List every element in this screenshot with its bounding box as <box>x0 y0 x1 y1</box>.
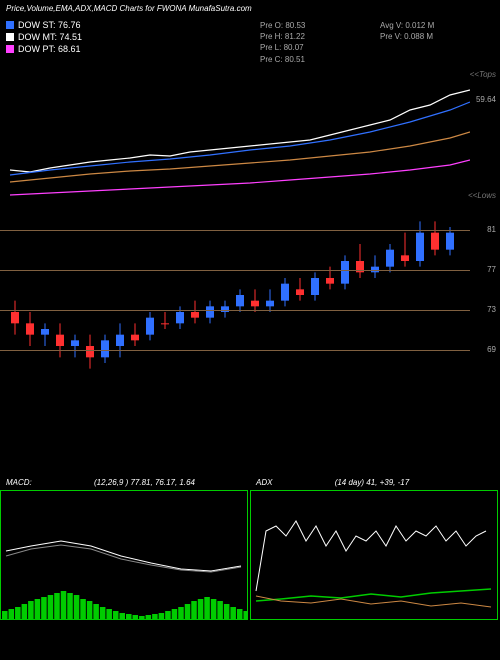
legend-item: DOW PT: 68.61 <box>6 44 82 54</box>
macd-title: MACD: <box>6 478 32 487</box>
price-info-block: Pre O: 80.53 Pre H: 81.22 Pre L: 80.07 P… <box>260 20 305 65</box>
legend-label: DOW PT: 68.61 <box>18 44 81 54</box>
ema-lines-svg <box>0 70 470 200</box>
gridline <box>0 230 470 231</box>
adx-panel: ADX (14 day) 41, +39, -17 <box>250 490 500 620</box>
legend-swatch <box>6 33 14 41</box>
macd-panel: MACD: (12,26,9 ) 77.81, 76.17, 1.64 <box>0 490 250 620</box>
y-axis-label: 73 <box>487 305 496 314</box>
pre-open: Pre O: 80.53 <box>260 20 305 31</box>
gridline <box>0 310 470 311</box>
pre-volume: Pre V: 0.088 M <box>380 31 434 42</box>
legend: DOW ST: 76.76 DOW MT: 74.51 DOW PT: 68.61 <box>6 20 82 56</box>
legend-swatch <box>6 21 14 29</box>
y-axis-label: 69 <box>487 345 496 354</box>
y-axis-label: 81 <box>487 225 496 234</box>
legend-label: DOW ST: 76.76 <box>18 20 81 30</box>
gridline <box>0 350 470 351</box>
y-axis-label: 77 <box>487 265 496 274</box>
legend-item: DOW ST: 76.76 <box>6 20 82 30</box>
legend-label: DOW MT: 74.51 <box>18 32 82 42</box>
volume-info-block: Avg V: 0.012 M Pre V: 0.088 M <box>380 20 434 42</box>
pre-high: Pre H: 81.22 <box>260 31 305 42</box>
gridline <box>0 270 470 271</box>
ema-chart-panel: <<Tops <<Lows 59.64 <box>0 70 500 200</box>
adx-params: (14 day) 41, +39, -17 <box>335 478 410 487</box>
candlestick-panel: 81 77 73 69 <box>0 210 500 380</box>
chart-title: Price,Volume,EMA,ADX,MACD Charts for FWO… <box>0 0 500 17</box>
macd-svg <box>0 490 248 620</box>
avg-volume: Avg V: 0.012 M <box>380 20 434 31</box>
adx-svg <box>250 490 498 620</box>
legend-swatch <box>6 45 14 53</box>
candlestick-svg <box>0 210 470 380</box>
axis-tops-label: <<Tops <box>470 70 496 79</box>
ema-price-label: 59.64 <box>476 95 496 104</box>
pre-low: Pre L: 80.07 <box>260 42 305 53</box>
axis-lows-label: <<Lows <box>468 191 496 200</box>
macd-params: (12,26,9 ) 77.81, 76.17, 1.64 <box>94 478 195 487</box>
pre-close: Pre C: 80.51 <box>260 54 305 65</box>
adx-title: ADX <box>256 478 272 487</box>
legend-item: DOW MT: 74.51 <box>6 32 82 42</box>
